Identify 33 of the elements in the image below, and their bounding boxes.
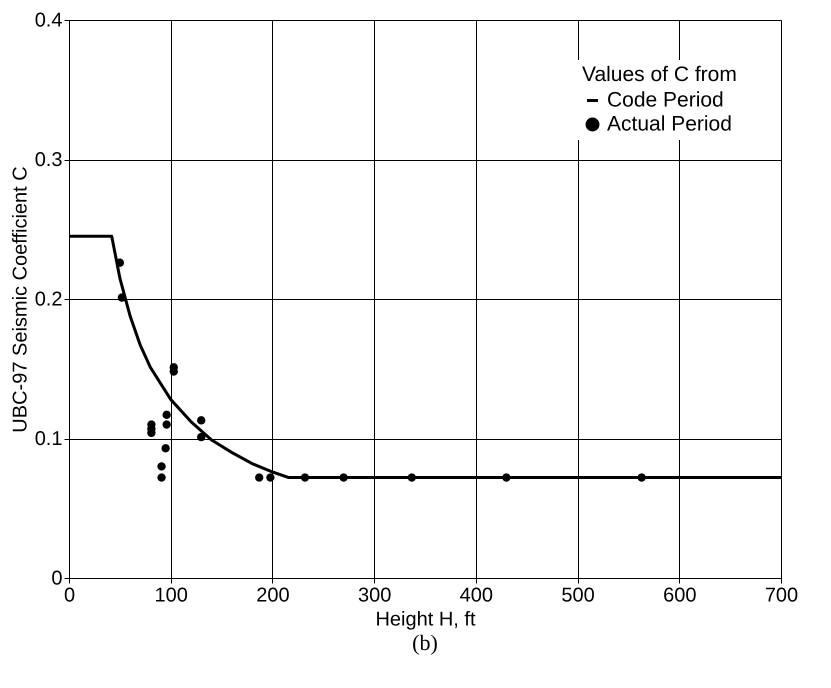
point bbox=[157, 473, 166, 482]
y-axis-title: UBC-97 Seismic Coefficient C bbox=[10, 166, 32, 433]
x-tick-label: 400 bbox=[460, 584, 494, 606]
x-axis-title: Height H, ft bbox=[375, 608, 476, 630]
point bbox=[197, 432, 206, 442]
y-tick-label: 0 bbox=[51, 568, 62, 590]
point bbox=[637, 473, 646, 482]
legend-label: Code Period bbox=[607, 88, 724, 112]
y-tick-label: 0.3 bbox=[34, 149, 62, 171]
point bbox=[300, 473, 310, 482]
point bbox=[162, 410, 171, 419]
y-tick-label: 0.2 bbox=[34, 288, 62, 310]
x-tick-label: 200 bbox=[256, 584, 290, 606]
point bbox=[502, 473, 511, 482]
x-tick-label: 600 bbox=[663, 584, 696, 606]
text: (b) bbox=[412, 630, 438, 655]
point bbox=[339, 473, 348, 482]
point bbox=[157, 462, 166, 471]
point bbox=[255, 473, 264, 482]
y-tick-label: 0.1 bbox=[34, 428, 62, 450]
point bbox=[408, 473, 416, 482]
x-tick-label: 300 bbox=[358, 584, 392, 606]
point bbox=[266, 473, 275, 482]
point bbox=[162, 420, 171, 429]
x-tick-label: 500 bbox=[561, 584, 595, 606]
point bbox=[116, 258, 124, 267]
point bbox=[161, 444, 170, 452]
legend-label: Actual Period bbox=[607, 112, 732, 136]
legend-title: Values of C from bbox=[582, 63, 737, 86]
point bbox=[197, 416, 206, 425]
x-tick-label: 700 bbox=[764, 584, 798, 606]
y-tick-label: 0.4 bbox=[34, 10, 62, 32]
x-tick-label: 100 bbox=[154, 584, 188, 606]
